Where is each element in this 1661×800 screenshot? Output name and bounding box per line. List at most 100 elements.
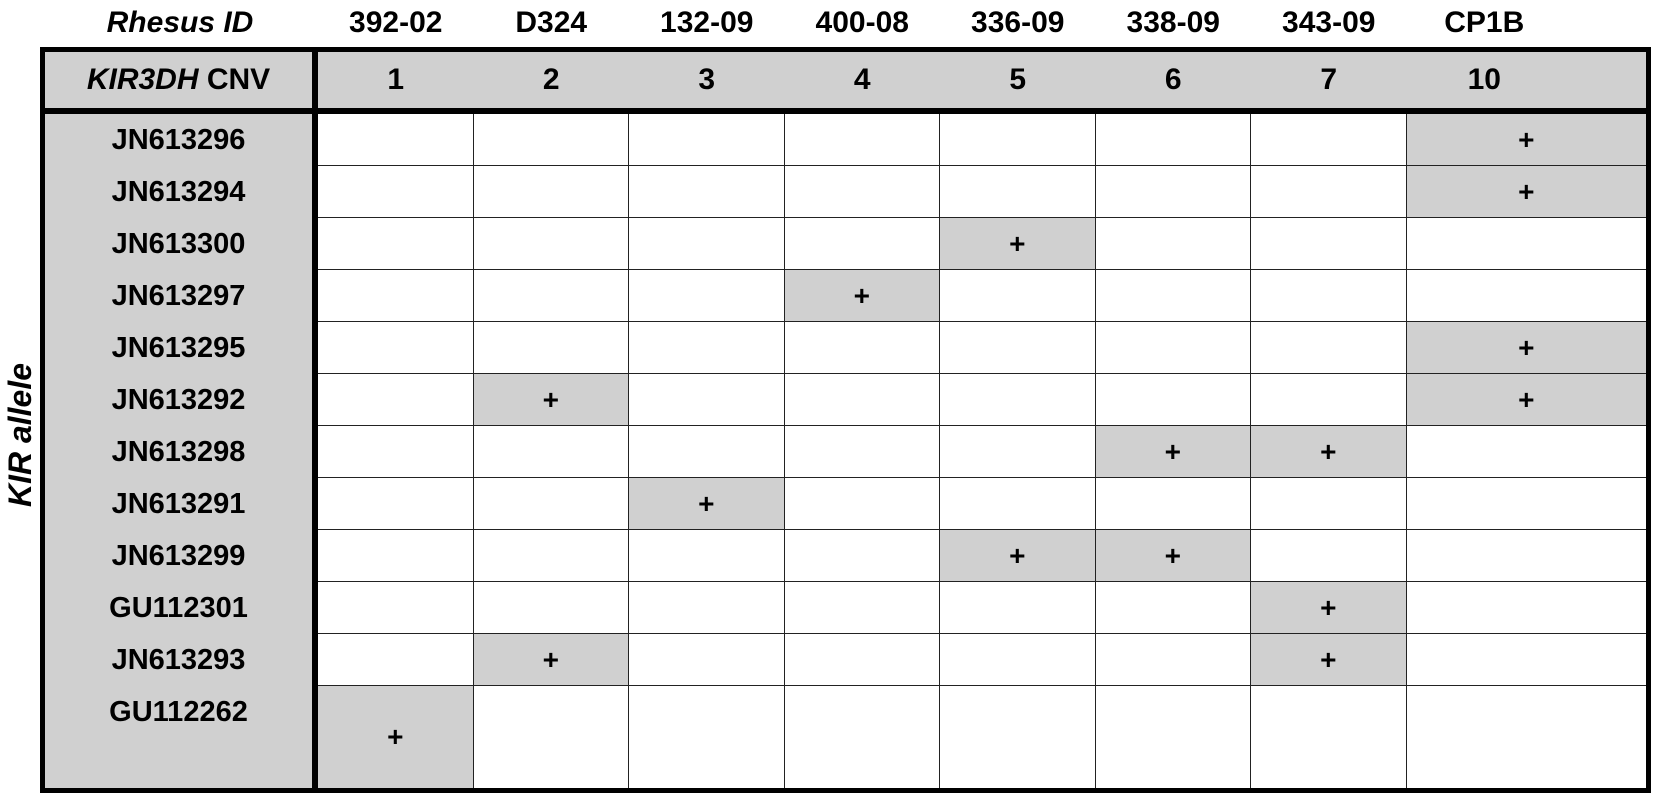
empty-cell — [629, 166, 785, 218]
empty-cell — [629, 530, 785, 582]
empty-cell — [473, 218, 629, 270]
empty-cell — [784, 218, 940, 270]
animal-id-3: 132-09 — [660, 5, 754, 39]
empty-cell — [784, 478, 940, 530]
empty-cell — [629, 582, 785, 634]
plus-mark: + — [1518, 175, 1535, 207]
empty-cell — [473, 582, 629, 634]
empty-cell — [318, 530, 474, 582]
cnv-value-6: 6 — [1164, 63, 1182, 96]
empty-cell — [784, 166, 940, 218]
allele-label: JN613299 — [111, 539, 246, 572]
animal-id-1: 392-02 — [349, 5, 443, 39]
cnv-row-background — [45, 52, 1646, 108]
presence-mark-cell: + — [784, 270, 940, 322]
empty-cell — [784, 426, 940, 478]
header-separator — [45, 108, 1646, 114]
empty-cell — [473, 426, 629, 478]
empty-cell — [784, 634, 940, 686]
presence-mark-cell: + — [1406, 374, 1646, 426]
plus-mark: + — [1320, 643, 1337, 675]
empty-cell — [318, 478, 474, 530]
empty-cell — [1095, 374, 1251, 426]
presence-mark-cell: + — [1095, 426, 1251, 478]
empty-cell — [1251, 270, 1407, 322]
plus-mark: + — [542, 383, 559, 415]
empty-cell — [940, 270, 1096, 322]
presence-mark-cell: + — [318, 686, 474, 788]
empty-cell — [1251, 166, 1407, 218]
presence-mark-cell: + — [1251, 634, 1407, 686]
allele-label: JN613300 — [111, 227, 246, 260]
empty-cell — [1095, 634, 1251, 686]
empty-cell — [473, 270, 629, 322]
empty-cell — [784, 374, 940, 426]
cnv-value-3: 3 — [698, 63, 716, 96]
empty-cell — [318, 634, 474, 686]
presence-mark-cell: + — [1251, 426, 1407, 478]
plus-mark: + — [1518, 331, 1535, 363]
empty-cell — [940, 686, 1096, 788]
allele-label: GU112262 — [109, 695, 248, 728]
empty-cell — [1251, 530, 1407, 582]
animal-id-7: 343-09 — [1282, 5, 1376, 39]
allele-label: GU112301 — [109, 591, 248, 624]
empty-cell — [318, 426, 474, 478]
empty-cell — [1095, 478, 1251, 530]
empty-cell — [473, 114, 629, 166]
cnv-value-7: 7 — [1320, 63, 1338, 96]
cnv-value-4: 4 — [853, 63, 871, 96]
empty-cell — [1251, 218, 1407, 270]
empty-cell — [940, 322, 1096, 374]
empty-cell — [318, 114, 474, 166]
label-column-separator — [312, 52, 318, 788]
empty-cell — [629, 114, 785, 166]
empty-cell — [785, 686, 940, 788]
rhesus-id-header: Rhesus ID — [106, 5, 254, 39]
empty-cell — [629, 374, 785, 426]
empty-cell — [473, 322, 629, 374]
presence-mark-cell: + — [1406, 166, 1646, 218]
empty-cell — [318, 322, 474, 374]
plus-mark: + — [1009, 227, 1026, 259]
empty-cell — [1095, 166, 1251, 218]
kir-allele-axis-label: KIR allele — [1, 362, 38, 508]
presence-mark-cell: + — [1406, 322, 1646, 374]
empty-cell — [629, 634, 785, 686]
cnv-value-1: 1 — [387, 63, 405, 96]
empty-cell — [784, 530, 940, 582]
empty-cell — [1406, 582, 1646, 634]
empty-cell — [784, 322, 940, 374]
empty-cell — [473, 478, 629, 530]
animal-id-5: 336-09 — [971, 5, 1065, 39]
presence-mark-cell: + — [629, 478, 785, 530]
empty-cell — [1095, 582, 1251, 634]
animal-id-2: D324 — [515, 5, 588, 39]
empty-cell — [318, 374, 474, 426]
animal-id-6: 338-09 — [1126, 5, 1220, 39]
allele-label-column — [45, 114, 312, 788]
empty-cell — [474, 686, 629, 788]
allele-label: JN613292 — [111, 383, 246, 416]
plus-mark: + — [1518, 123, 1535, 155]
plus-mark: + — [1164, 539, 1181, 571]
empty-cell — [940, 478, 1096, 530]
presence-mark-cell: + — [940, 530, 1096, 582]
empty-cell — [1406, 426, 1646, 478]
empty-cell — [629, 218, 785, 270]
empty-cell — [1406, 270, 1646, 322]
presence-mark-cell: + — [473, 374, 629, 426]
empty-cell — [629, 686, 785, 788]
empty-cell — [318, 270, 474, 322]
empty-cell — [1251, 114, 1407, 166]
empty-cell — [1096, 686, 1251, 788]
empty-cell — [1407, 686, 1647, 788]
empty-cell — [473, 530, 629, 582]
allele-label: JN613298 — [111, 435, 246, 468]
empty-cell — [784, 114, 940, 166]
empty-cell — [318, 218, 474, 270]
empty-cell — [1095, 322, 1251, 374]
allele-label: JN613295 — [111, 331, 246, 364]
empty-cell — [1095, 218, 1251, 270]
empty-cell — [1095, 270, 1251, 322]
